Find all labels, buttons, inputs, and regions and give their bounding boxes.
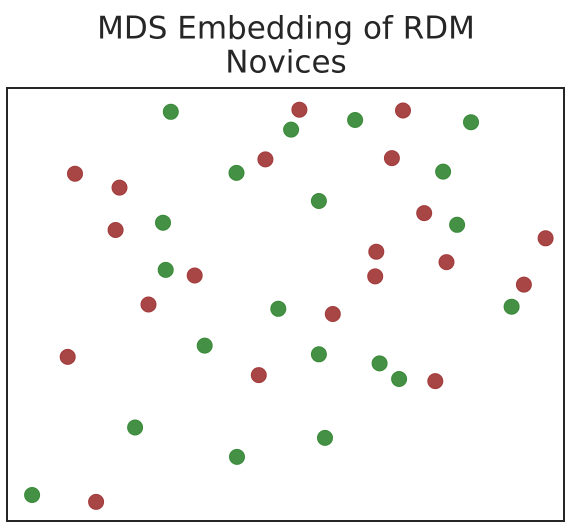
scatter-point-red-18 <box>427 373 444 390</box>
scatter-point-red-9 <box>368 243 385 260</box>
scatter-point-green-2 <box>347 112 364 128</box>
scatter-point-red-16 <box>59 348 76 365</box>
scatter-point-red-14 <box>140 296 157 313</box>
scatter-point-red-13 <box>515 276 532 293</box>
scatter-point-green-6 <box>310 193 327 209</box>
scatter-point-red-8 <box>537 230 554 247</box>
scatter-points <box>24 101 554 510</box>
chart-title: MDS Embedding of RDM Novices <box>97 11 475 81</box>
scatter-point-green-0 <box>162 103 179 120</box>
scatter-point-green-15 <box>391 371 408 387</box>
scatter-point-red-12 <box>186 267 203 284</box>
scatter-point-red-11 <box>367 268 384 285</box>
scatter-point-green-7 <box>155 214 171 231</box>
scatter-point-red-0 <box>291 101 308 118</box>
scatter-point-red-7 <box>107 222 124 238</box>
scatter-point-green-18 <box>229 448 245 465</box>
scatter-point-green-16 <box>127 419 144 436</box>
chart-title-line: Novices <box>225 45 346 81</box>
scatter-point-green-17 <box>317 429 333 446</box>
scatter-point-green-11 <box>503 298 520 315</box>
scatter-point-red-5 <box>111 179 128 196</box>
scatter-point-red-3 <box>383 150 400 167</box>
scatter-point-red-19 <box>88 493 105 510</box>
scatter-point-green-3 <box>463 114 479 131</box>
scatter-point-red-2 <box>257 151 274 168</box>
scatter-point-green-8 <box>449 216 466 233</box>
scatter-point-red-4 <box>67 165 83 182</box>
scatter-point-green-5 <box>435 163 452 180</box>
chart-title-line: MDS Embedding of RDM <box>97 11 475 47</box>
scatter-point-green-1 <box>283 121 300 138</box>
scatter-point-red-15 <box>324 306 341 322</box>
scatter-point-green-10 <box>270 300 287 317</box>
scatter-point-red-10 <box>438 254 455 271</box>
plot-area <box>6 87 565 522</box>
scatter-point-green-19 <box>24 487 41 503</box>
scatter-point-red-17 <box>250 367 267 384</box>
scatter-point-green-4 <box>228 164 245 181</box>
scatter-point-green-13 <box>310 346 327 363</box>
scatter-point-green-12 <box>196 337 213 354</box>
scatter-point-green-14 <box>371 355 388 372</box>
scatter-point-red-1 <box>395 102 411 119</box>
scatter-point-green-9 <box>157 261 174 278</box>
scatter-point-red-6 <box>416 205 433 222</box>
